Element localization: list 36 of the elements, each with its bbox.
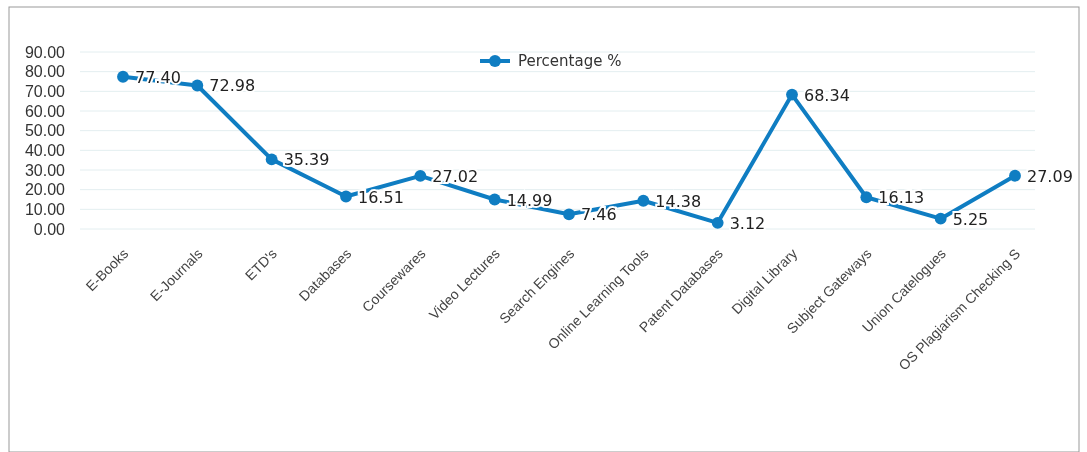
- point: [563, 208, 575, 221]
- point: [711, 216, 724, 229]
- point: [1009, 169, 1021, 182]
- y-tick-label: 70.00: [24, 82, 66, 100]
- point: [117, 70, 129, 83]
- y-tick-label: 60.00: [24, 102, 66, 120]
- point: [860, 191, 873, 204]
- y-tick-label: 10.00: [24, 200, 66, 218]
- legend-label: Percentage %: [518, 52, 622, 71]
- data-label: 27.02: [432, 166, 479, 186]
- point: [191, 79, 204, 92]
- y-tick-label: 40.00: [24, 141, 66, 159]
- point: [340, 190, 352, 203]
- y-tick-label: 20.00: [24, 181, 66, 199]
- y-tick-label: 30.00: [24, 161, 66, 179]
- y-tick-label: 80.00: [24, 63, 66, 81]
- y-tick-label: 0.00: [33, 220, 66, 238]
- data-label: 68.34: [804, 85, 850, 105]
- data-label: 14.38: [655, 191, 702, 211]
- data-label: 16.51: [358, 187, 404, 207]
- data-label: 3.12: [729, 213, 766, 233]
- point: [414, 169, 427, 182]
- data-label: 72.98: [209, 76, 256, 96]
- point: [488, 193, 501, 206]
- data-label: 14.99: [506, 190, 553, 210]
- data-label: 27.09: [1027, 166, 1073, 186]
- y-tick-label: 50.00: [24, 122, 66, 140]
- point: [637, 194, 650, 207]
- y-tick-label: 90.00: [24, 43, 66, 61]
- data-label: 7.46: [581, 205, 617, 225]
- point: [265, 153, 278, 166]
- point: [786, 88, 798, 101]
- point: [934, 212, 947, 225]
- data-label: 5.25: [952, 209, 989, 229]
- data-label: 35.39: [283, 150, 330, 170]
- data-label: 16.13: [878, 188, 925, 208]
